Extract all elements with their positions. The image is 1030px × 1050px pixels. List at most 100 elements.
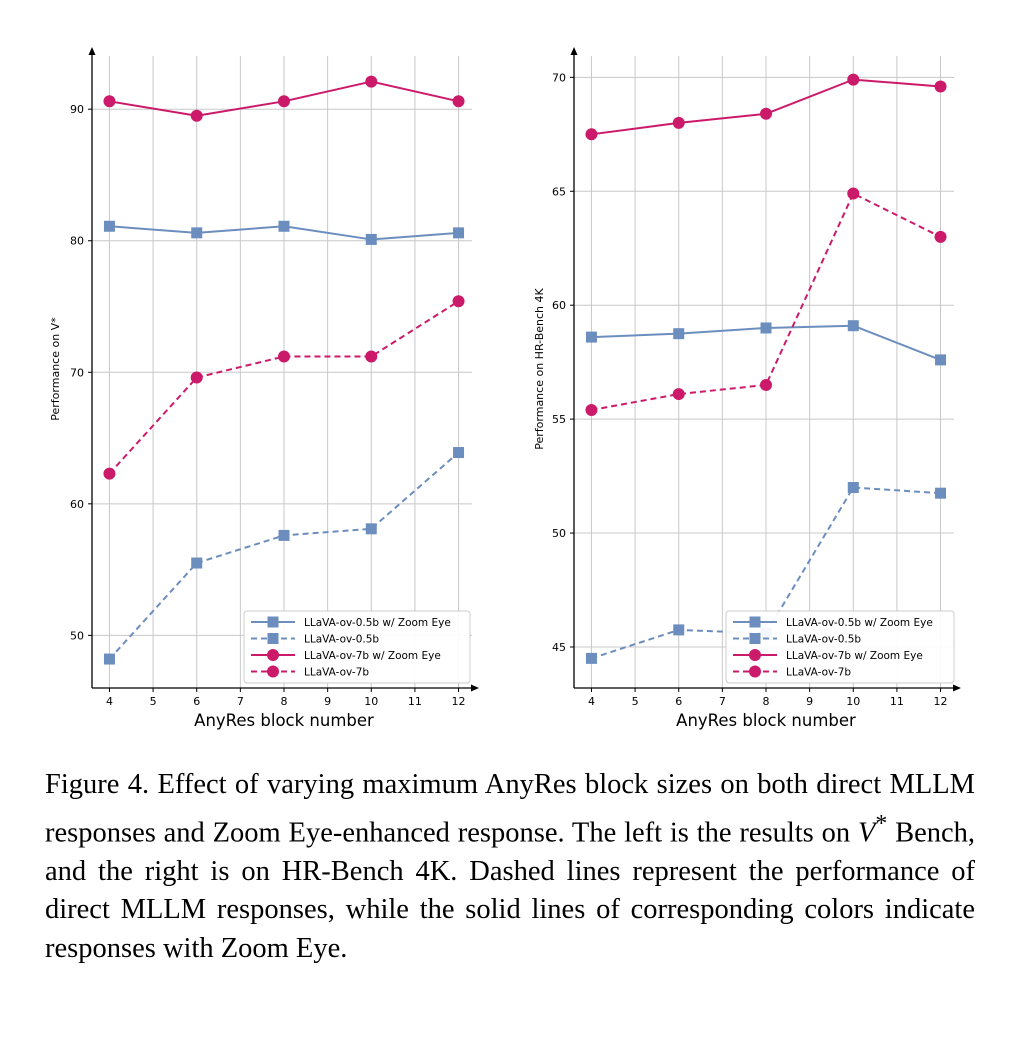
data-point <box>190 371 203 384</box>
x-axis-title: AnyRes block number <box>194 711 374 730</box>
figure-caption: Figure 4. Effect of varying maximum AnyR… <box>45 766 975 968</box>
y-axis-title: Performance on HR-Bench 4K <box>533 287 546 449</box>
data-point <box>585 331 597 343</box>
data-point <box>452 295 465 308</box>
x-tick-label: 4 <box>106 695 113 708</box>
data-point <box>760 322 772 334</box>
series-0 <box>585 320 947 366</box>
data-point <box>453 447 465 459</box>
data-point <box>103 95 116 108</box>
x-tick-label: 11 <box>408 695 422 708</box>
axes: 4 5 6 7 8 9 10 11 12 50 60 70 80 90 <box>70 47 479 708</box>
data-point <box>935 487 947 499</box>
data-point <box>191 227 203 239</box>
legend-marker <box>749 633 761 644</box>
x-axis-arrow <box>953 684 961 692</box>
legend-marker <box>749 649 761 661</box>
x-tick-label: 10 <box>364 695 378 708</box>
data-point <box>103 220 115 232</box>
data-point <box>585 652 597 664</box>
legend-label: LLaVA-ov-7b <box>786 667 851 679</box>
chart-v-star: 4 5 6 7 8 9 10 11 12 50 60 70 80 90 AnyRes block numbe… <box>49 47 479 730</box>
legend-marker <box>267 616 279 628</box>
y-tick-label: 50 <box>70 629 84 642</box>
series-0 <box>103 220 465 245</box>
data-point <box>278 529 290 541</box>
x-tick-label: 7 <box>719 695 726 708</box>
x-tick-label: 5 <box>632 695 639 708</box>
data-point <box>278 350 290 363</box>
legend-label: LLaVA-ov-0.5b w/ Zoom Eye <box>786 617 933 629</box>
x-tick-label: 8 <box>763 695 770 708</box>
data-point <box>934 230 947 243</box>
grid <box>574 56 954 688</box>
legend-label: LLaVA-ov-0.5b w/ Zoom Eye <box>304 617 451 629</box>
x-tick-label: 9 <box>324 695 331 708</box>
caption-text-2: Bench, and the right is on HR-Bench 4K. … <box>45 817 975 964</box>
legend-label: LLaVA-ov-7b w/ Zoom Eye <box>786 650 923 662</box>
legend-marker <box>267 633 279 644</box>
x-tick-label: 12 <box>934 695 948 708</box>
data-point <box>278 220 290 232</box>
data-point <box>847 481 859 493</box>
y-tick-label: 50 <box>552 527 566 540</box>
data-point <box>190 109 203 122</box>
x-tick-label: 5 <box>150 695 157 708</box>
y-tick-label: 65 <box>552 185 566 198</box>
data-point <box>365 523 377 535</box>
legend-marker <box>267 665 279 678</box>
series-3 <box>585 187 947 417</box>
data-point <box>191 557 203 569</box>
data-point <box>278 95 290 108</box>
caption-text-1: Effect of varying maximum AnyRes block s… <box>45 769 975 848</box>
legend-marker <box>749 665 761 678</box>
y-axis-arrow <box>570 47 578 55</box>
legend-label: LLaVA-ov-0.5b <box>304 634 379 646</box>
data-point <box>585 128 598 141</box>
series-line <box>108 300 460 475</box>
y-tick-label: 70 <box>552 71 566 84</box>
y-tick-label: 90 <box>70 103 84 116</box>
data-point <box>103 653 115 665</box>
y-tick-label: 45 <box>552 641 566 654</box>
legend-label: LLaVA-ov-7b <box>304 667 369 679</box>
data-point <box>673 328 685 340</box>
x-tick-label: 7 <box>237 695 244 708</box>
y-tick-label: 60 <box>552 299 566 312</box>
data-point <box>365 75 378 88</box>
legend: LLaVA-ov-0.5b w/ Zoom Eye LLaVA-ov-0.5b LL… <box>243 610 471 684</box>
caption-label: Figure 4. <box>45 769 150 800</box>
x-tick-label: 6 <box>193 695 200 708</box>
x-tick-label: 9 <box>806 695 813 708</box>
data-point <box>452 95 465 108</box>
series-3 <box>103 295 465 480</box>
y-tick-label: 80 <box>70 235 84 248</box>
x-tick-label: 8 <box>281 695 288 708</box>
grid <box>92 56 472 688</box>
legend-box <box>243 610 471 684</box>
data-point <box>365 233 377 245</box>
data-point <box>935 354 947 366</box>
data-point <box>673 624 685 636</box>
x-axis-arrow <box>471 684 479 692</box>
data-point <box>585 404 598 417</box>
y-axis-title: Performance on V* <box>49 317 62 421</box>
series-line <box>591 486 941 660</box>
data-point <box>672 388 685 401</box>
data-point <box>103 467 116 480</box>
data-point <box>365 350 378 363</box>
x-tick-label: 12 <box>452 695 466 708</box>
y-tick-label: 60 <box>70 498 84 511</box>
data-point <box>847 73 860 86</box>
legend: LLaVA-ov-0.5b w/ Zoom Eye LLaVA-ov-0.5b LL… <box>725 610 955 684</box>
legend-marker <box>749 616 761 628</box>
legend-marker <box>267 649 279 661</box>
caption-variable: V <box>857 817 876 848</box>
legend-box <box>725 610 955 684</box>
x-tick-label: 4 <box>588 695 595 708</box>
x-tick-label: 11 <box>890 695 904 708</box>
data-point <box>934 80 947 93</box>
